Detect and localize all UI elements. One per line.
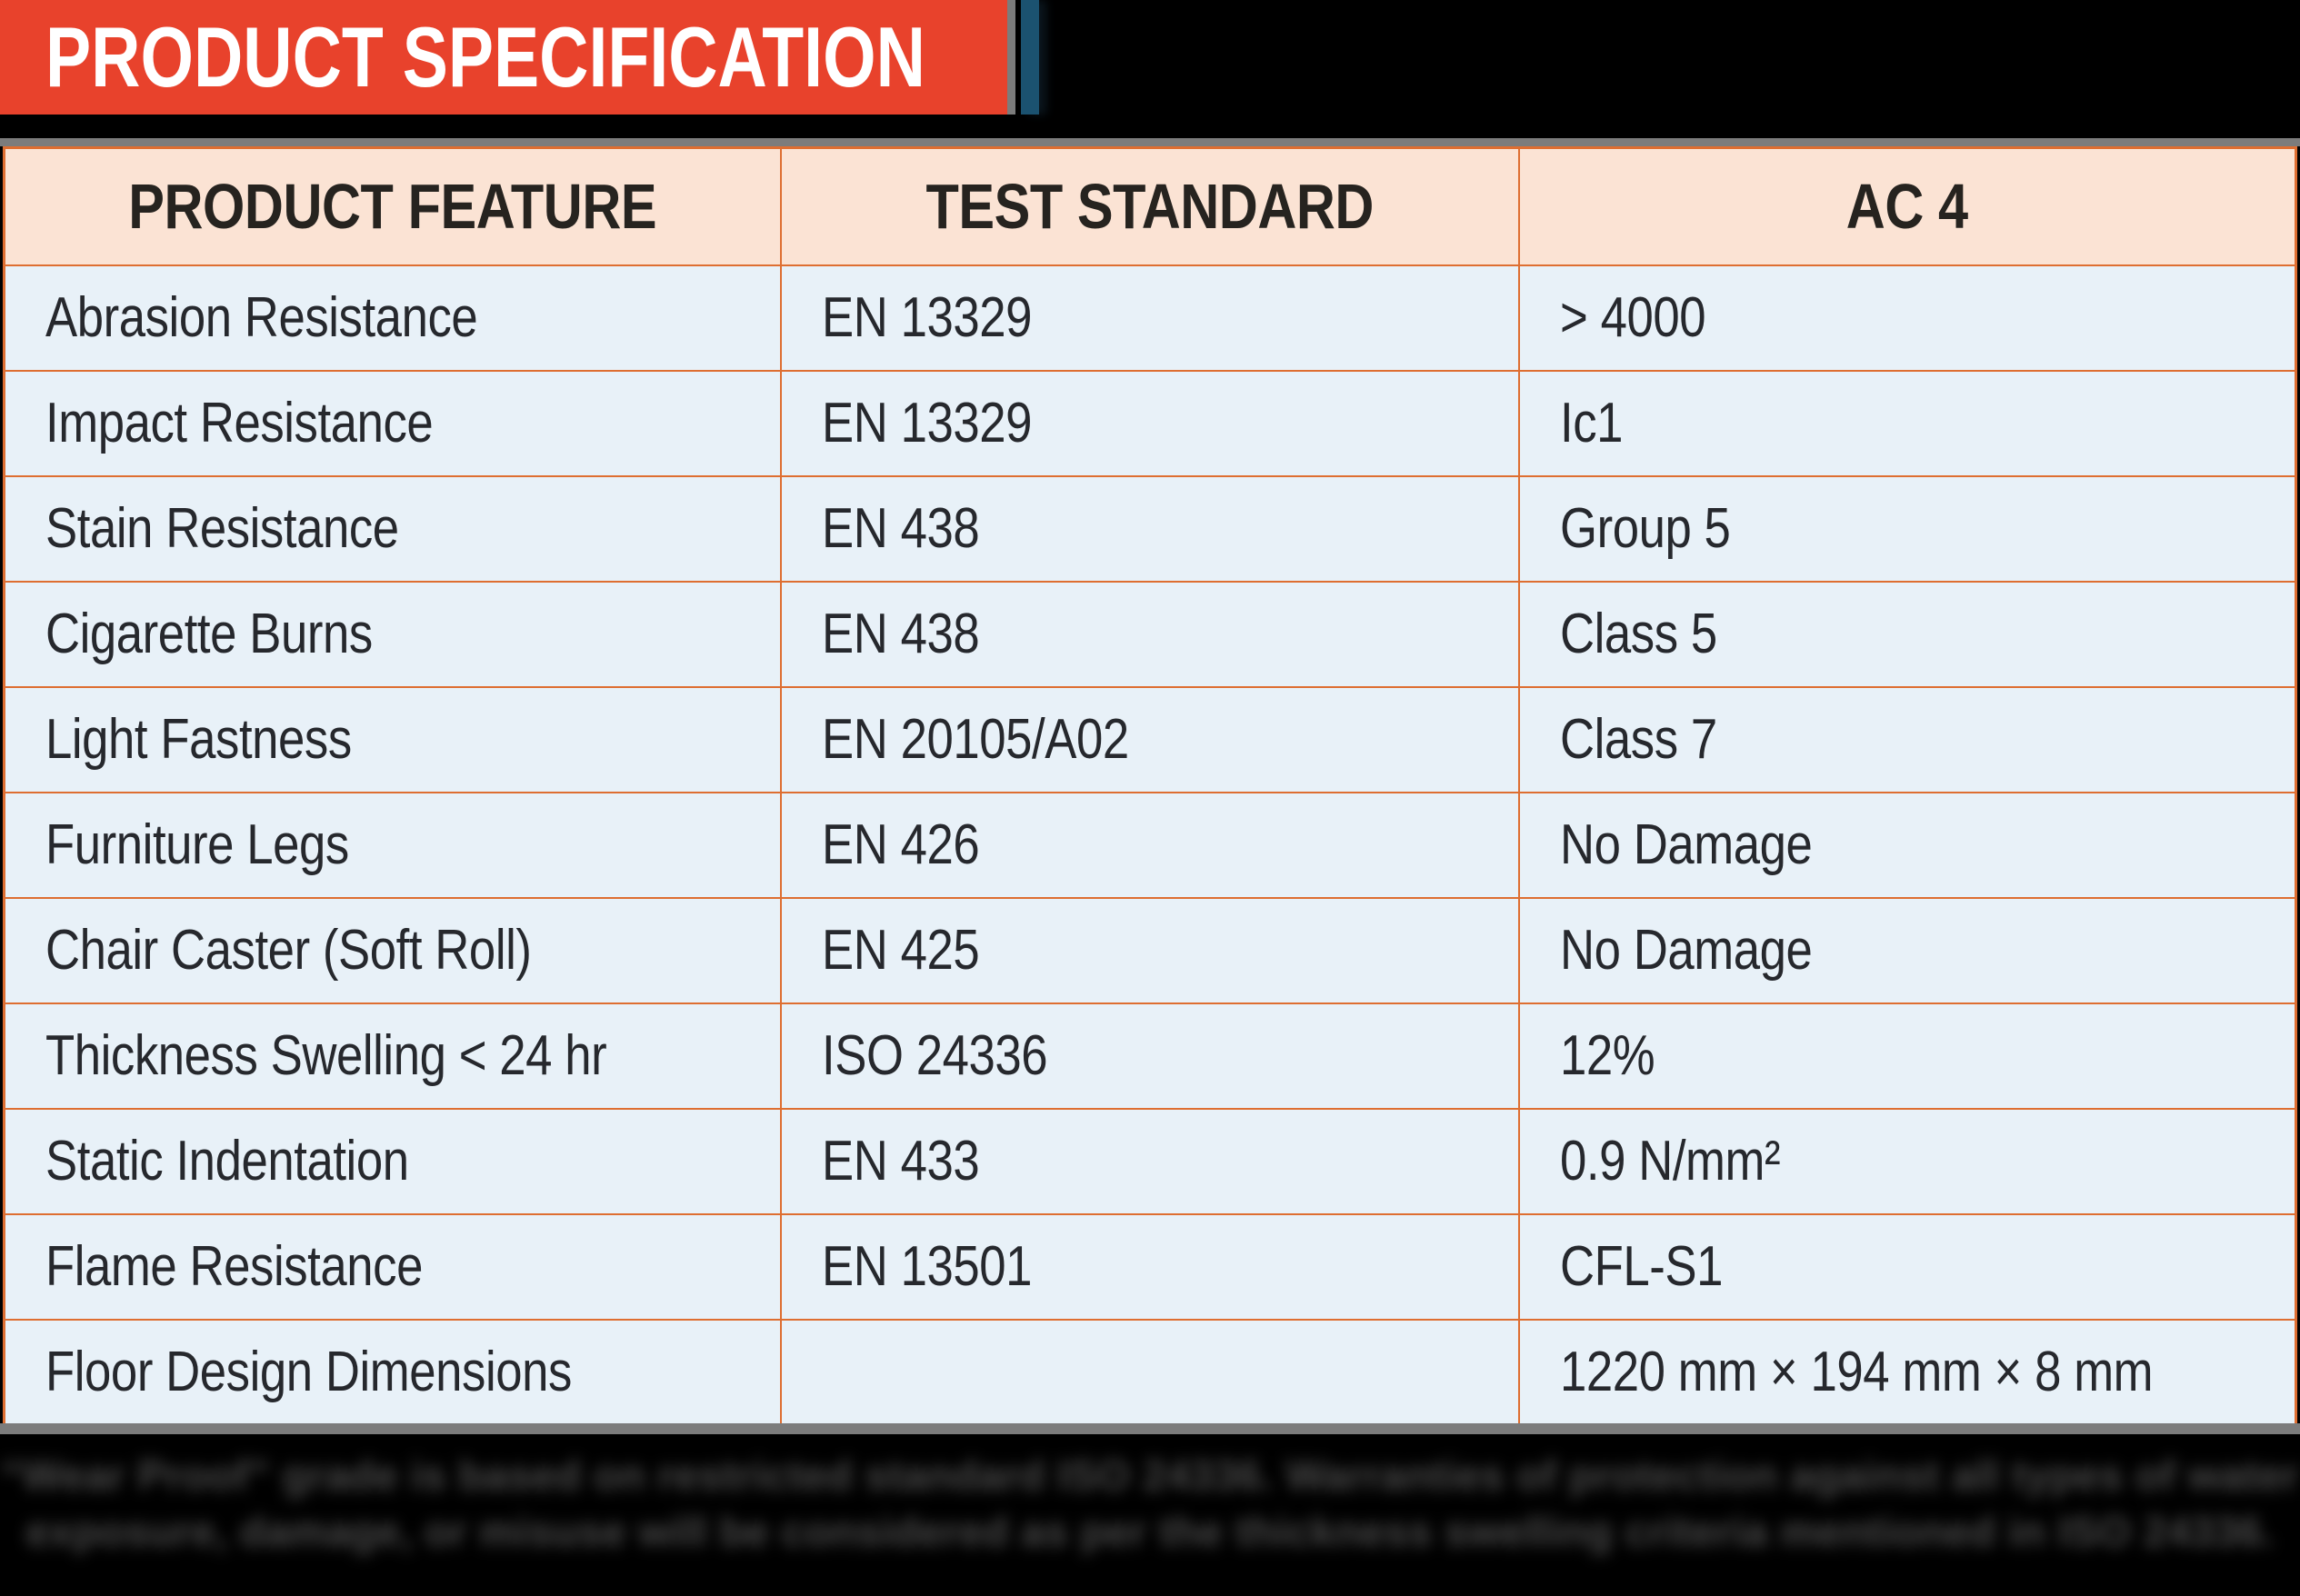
product-specification-banner: PRODUCT SPECIFICATION (0, 0, 1007, 115)
value-cell: No Damage (1517, 791, 2297, 899)
feature-cell: Floor Design Dimensions (3, 1318, 783, 1426)
feature-cell: Impact Resistance (3, 369, 783, 477)
table-row: Floor Design Dimensions 1220 mm × 194 mm… (3, 1318, 2297, 1426)
table-bottom-gray-bar (0, 1423, 2300, 1434)
table-row: Furniture Legs EN 426 No Damage (3, 791, 2297, 899)
standard-cell: EN 13501 (780, 1212, 1520, 1321)
feature-cell: Abrasion Resistance (3, 264, 783, 372)
value-cell: Ic1 (1517, 369, 2297, 477)
banner-blue-accent-bar (1021, 0, 1039, 115)
footnote-line-2: exposure, damage, or misuse will be cons… (25, 1508, 2275, 1555)
column-header-test-standard: TEST STANDARD (780, 146, 1520, 266)
standard-cell: EN 425 (780, 896, 1520, 1004)
standard-cell: EN 13329 (780, 264, 1520, 372)
table-row: Light Fastness EN 20105/A02 Class 7 (3, 685, 2297, 793)
table-row: Thickness Swelling < 24 hr ISO 24336 12% (3, 1002, 2297, 1110)
value-cell: Class 5 (1517, 580, 2297, 688)
feature-cell: Thickness Swelling < 24 hr (3, 1002, 783, 1110)
column-header-product-feature: PRODUCT FEATURE (3, 146, 783, 266)
table-row: Static Indentation EN 433 0.9 N/mm² (3, 1107, 2297, 1215)
standard-cell: EN 20105/A02 (780, 685, 1520, 793)
specification-table-container: PRODUCT FEATURE TEST STANDARD AC 4 Abras… (3, 146, 2297, 1426)
page-title: PRODUCT SPECIFICATION (45, 9, 925, 105)
standard-cell (780, 1318, 1520, 1426)
table-row: Impact Resistance EN 13329 Ic1 (3, 369, 2297, 477)
feature-cell: Cigarette Burns (3, 580, 783, 688)
header-banner-row: PRODUCT SPECIFICATION (0, 0, 2300, 115)
table-row: Cigarette Burns EN 438 Class 5 (3, 580, 2297, 688)
feature-cell: Light Fastness (3, 685, 783, 793)
value-cell: No Damage (1517, 896, 2297, 1004)
table-row: Chair Caster (Soft Roll) EN 425 No Damag… (3, 896, 2297, 1004)
standard-cell: EN 438 (780, 580, 1520, 688)
value-cell: > 4000 (1517, 264, 2297, 372)
column-header-ac4: AC 4 (1517, 146, 2297, 266)
standard-cell: EN 433 (780, 1107, 1520, 1215)
specification-table: PRODUCT FEATURE TEST STANDARD AC 4 Abras… (3, 146, 2297, 1426)
footnote-line-1: “Wear Proof” grade is based on restricte… (0, 1451, 2300, 1499)
value-cell: Group 5 (1517, 474, 2297, 583)
table-row: Flame Resistance EN 13501 CFL-S1 (3, 1212, 2297, 1321)
feature-cell: Chair Caster (Soft Roll) (3, 896, 783, 1004)
value-cell: Class 7 (1517, 685, 2297, 793)
table-header-row: PRODUCT FEATURE TEST STANDARD AC 4 (3, 146, 2297, 266)
standard-cell: EN 13329 (780, 369, 1520, 477)
table-row: Stain Resistance EN 438 Group 5 (3, 474, 2297, 583)
feature-cell: Flame Resistance (3, 1212, 783, 1321)
table-top-gray-bar (0, 138, 2300, 146)
feature-cell: Stain Resistance (3, 474, 783, 583)
value-cell: 12% (1517, 1002, 2297, 1110)
value-cell: CFL-S1 (1517, 1212, 2297, 1321)
value-cell: 0.9 N/mm² (1517, 1107, 2297, 1215)
table-row: Abrasion Resistance EN 13329 > 4000 (3, 264, 2297, 372)
feature-cell: Static Indentation (3, 1107, 783, 1215)
value-cell: 1220 mm × 194 mm × 8 mm (1517, 1318, 2297, 1426)
disclaimer-footnote: “Wear Proof” grade is based on restricte… (0, 1447, 2300, 1560)
standard-cell: EN 426 (780, 791, 1520, 899)
feature-cell: Furniture Legs (3, 791, 783, 899)
banner-gray-divider (1007, 0, 1015, 115)
standard-cell: ISO 24336 (780, 1002, 1520, 1110)
standard-cell: EN 438 (780, 474, 1520, 583)
